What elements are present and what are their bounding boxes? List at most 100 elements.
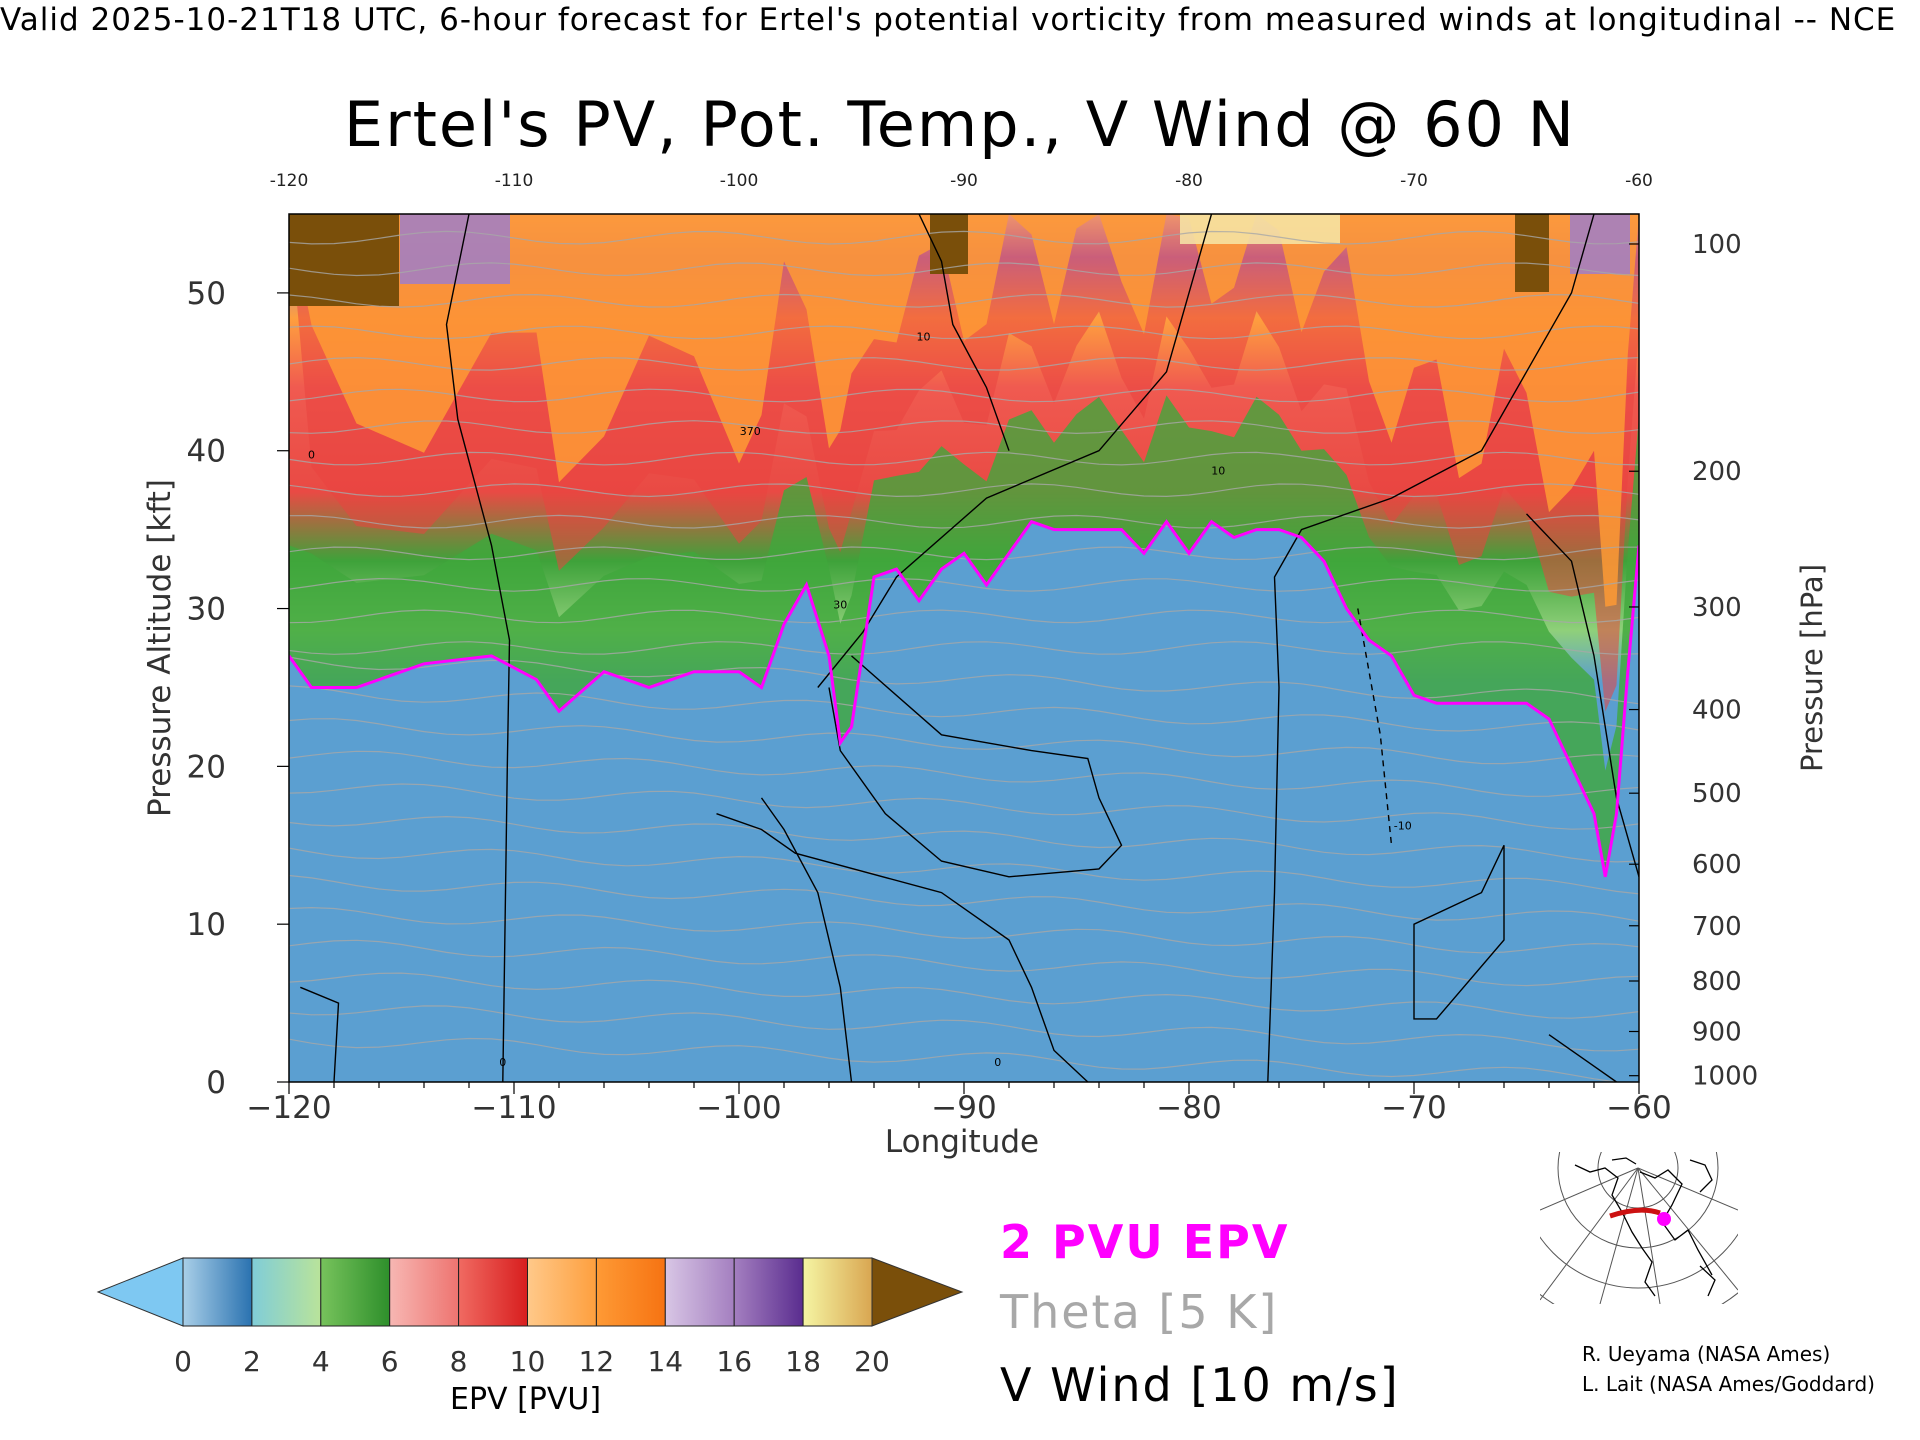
- colorbar-bin-6-8: [389, 1257, 460, 1327]
- colorbar-bins: [182, 1257, 873, 1327]
- wind-contours: [300, 214, 1639, 1082]
- contour-label-2: 0: [994, 1056, 1001, 1069]
- x-top-tick-label: -60: [1625, 171, 1653, 191]
- theta-contour-22: [289, 356, 1639, 371]
- y-tick-label: 10: [187, 907, 226, 943]
- inset-map-graticule: [1540, 1152, 1738, 1304]
- y-axis-tick-labels: 0 10 20 30 40 50: [187, 276, 226, 1101]
- contour-label-7: 370: [740, 425, 761, 438]
- colorbar-tick-label: 14: [647, 1345, 683, 1378]
- theta-contour-14: [289, 609, 1639, 624]
- pressure-tick-label: 800: [1692, 967, 1742, 997]
- pressure-axis-label: Pressure [hPa]: [1795, 564, 1829, 772]
- x-tick-label: −90: [931, 1090, 996, 1126]
- contour-label-1: 0: [499, 1056, 506, 1069]
- pressure-tick-label: 300: [1692, 593, 1742, 623]
- theta-contour-11: [289, 685, 1639, 732]
- credit-line-1: R. Ueyama (NASA Ames): [1582, 1342, 1831, 1366]
- location-marker: [1657, 1212, 1671, 1226]
- theta-contour-8: [289, 783, 1639, 830]
- colorbar-tick-label: 10: [510, 1345, 546, 1378]
- x-tick-label: −110: [471, 1090, 556, 1126]
- legend-2pvu: 2 PVU EPV: [1000, 1215, 1290, 1269]
- wind-contour-0: [445, 214, 511, 1082]
- theta-contour-13: [289, 641, 1639, 655]
- legend-theta: Theta [5 K]: [1000, 1285, 1279, 1339]
- colorbar-tick-label: 0: [174, 1345, 192, 1378]
- x-top-tick-label: -70: [1400, 171, 1428, 191]
- colorbar-tick-label: 16: [716, 1345, 752, 1378]
- theta-contour-16: [289, 546, 1639, 561]
- contour-label-3: 10: [917, 330, 931, 343]
- colorbar-bin-14-16: [664, 1257, 735, 1327]
- theta-contour-1: [289, 1005, 1639, 1052]
- wind-contour-2: [760, 797, 853, 1082]
- inset-map-coastlines: [1574, 1157, 1716, 1297]
- wind-contour-9: [918, 214, 1010, 451]
- transect-line: [1609, 1207, 1661, 1219]
- wind-contour-6: [1357, 608, 1393, 846]
- y-axis-label: Pressure Altitude [kft]: [142, 479, 178, 817]
- theta-contour-19: [289, 451, 1639, 466]
- wind-contour-5: [1267, 214, 1595, 1082]
- pv-cap-brown-central: [930, 214, 968, 274]
- pv-caps-group: [289, 214, 1630, 306]
- wind-contour-10: [716, 813, 1089, 1082]
- x-top-tick-label: -120: [270, 171, 309, 191]
- x-top-tick-label: -90: [950, 171, 978, 191]
- colorbar-bin-16-18: [733, 1257, 804, 1327]
- colorbar-tick-labels: 0 2 4 6 8 10 12 14 16 18 20: [174, 1345, 890, 1378]
- pv-cap-purple-1: [400, 214, 510, 284]
- location-inset-map: [1540, 1152, 1738, 1304]
- colorbar-tick-label: 4: [312, 1345, 330, 1378]
- wind-contour-7: [1413, 844, 1505, 1020]
- contour-label-4: 30: [833, 599, 847, 612]
- x-top-tick-label: -100: [720, 171, 759, 191]
- theta-contour-18: [289, 483, 1639, 498]
- axis-ticks: [277, 243, 1640, 1094]
- pressure-tick-label: 500: [1692, 779, 1742, 809]
- colorbar-bin-8-10: [458, 1257, 529, 1327]
- colorbar-tick-label: 12: [579, 1345, 615, 1378]
- colorbar-bin-18-20: [802, 1257, 873, 1327]
- theta-contour-10: [289, 718, 1639, 765]
- theta-contour-7: [289, 815, 1639, 863]
- colorbar-bin-10-12: [527, 1257, 597, 1327]
- y-tick-label: 0: [206, 1065, 226, 1101]
- theta-contour-5: [289, 874, 1639, 922]
- wind-contour-3: [817, 214, 1213, 688]
- theta-contour-24: [289, 293, 1639, 308]
- pv-cap-brown-east: [1515, 214, 1549, 292]
- colorbar-over-arrow: [871, 1257, 964, 1327]
- contour-label-5: 10: [1211, 464, 1225, 477]
- legend-vwind: V Wind [10 m/s]: [1000, 1358, 1400, 1412]
- colorbar-bin-4-6: [320, 1257, 391, 1327]
- x-axis-label: Longitude: [885, 1124, 1039, 1160]
- colorbar-bin-0-2: [182, 1257, 253, 1327]
- wind-contour-11: [1548, 1034, 1617, 1082]
- pressure-tick-label: 400: [1692, 696, 1742, 726]
- x-top-tick-label: -110: [495, 171, 534, 191]
- y-tick-label: 50: [187, 276, 226, 312]
- theta-contour-27: [289, 200, 1639, 213]
- y-tick-label: 30: [187, 592, 226, 628]
- colorbar-tick-label: 2: [243, 1345, 261, 1378]
- credit-line-2: L. Lait (NASA Ames/Goddard): [1582, 1372, 1875, 1396]
- x-tick-label: −120: [246, 1090, 331, 1126]
- contour-label-6: -10: [1394, 819, 1412, 832]
- theta-contour-25: [289, 262, 1639, 277]
- x-axis-tick-labels: −120 −110 −100 −90 −80 −70 −60: [246, 1090, 1671, 1126]
- colorbar-under-arrow: [96, 1257, 184, 1327]
- theta-contour-26: [289, 230, 1639, 245]
- theta-contour-17: [289, 514, 1639, 529]
- tropopause-green-fill: [289, 395, 1639, 877]
- tropopause-2pvu-line: [289, 519, 1639, 878]
- theta-contour-0: [289, 1037, 1625, 1082]
- contour-label-0: 0: [308, 449, 315, 462]
- pressure-tick-label: 700: [1692, 912, 1742, 942]
- colorbar-tick-label: 8: [450, 1345, 468, 1378]
- pv-cap-brown-west: [289, 214, 399, 306]
- inset-map-background: [1540, 1152, 1738, 1304]
- colorbar-bin-12-14: [595, 1257, 666, 1327]
